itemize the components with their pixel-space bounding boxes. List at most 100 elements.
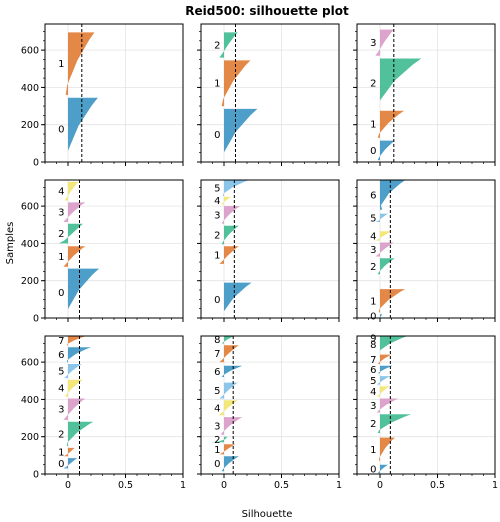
silhouette-cluster-3 [375,29,394,56]
silhouette-cluster-2 [380,58,422,108]
panel-k5: 0 1 2 3 4 0 200 400 600 [21,179,184,325]
silhouette-cluster-0 [68,268,100,317]
silhouette-cluster-6 [221,365,243,377]
cluster-label: 3 [370,38,376,49]
cluster-label: 2 [214,231,220,242]
cluster-label: 2 [58,429,64,440]
silhouette-cluster-0 [224,108,258,161]
panel-k7: 0 1 2 3 4 5 6 [353,179,496,322]
silhouettes [376,332,412,474]
panel-k6: 0 1 2 3 4 5 [197,179,340,322]
y-tick-label: 600 [21,46,39,57]
cluster-label: 1 [214,251,220,262]
silhouette-cluster-7 [377,354,392,364]
cluster-label: 7 [214,349,220,360]
silhouettes [219,32,258,161]
silhouette-cluster-2 [219,32,238,58]
panel-k4: 0 1 2 3 [353,23,496,166]
silhouette-cluster-2 [66,421,94,446]
cluster-label: 1 [370,445,376,456]
cluster-label: 7 [370,355,376,366]
cluster-label: 2 [214,435,220,446]
y-tick-label: 600 [21,202,39,213]
silhouette-cluster-1 [219,444,236,455]
y-tick-label: 400 [21,239,39,250]
y-tick-label: 200 [21,120,39,131]
silhouette-cluster-0 [378,314,383,318]
cluster-label: 2 [58,229,64,240]
y-tick-label: 0 [33,470,39,481]
silhouette-cluster-0 [63,458,78,469]
cluster-label: 2 [214,40,220,51]
cluster-label: 6 [370,365,376,376]
cluster-label: 5 [58,366,64,377]
silhouette-cluster-8 [380,336,408,353]
cluster-label: 2 [370,262,376,273]
silhouette-cluster-0 [221,456,239,472]
cluster-label: 5 [214,183,220,194]
x-tick-label: 0 [221,480,227,491]
cluster-label: 5 [370,213,376,224]
axes-frame [200,179,340,319]
x-tick-label: 0.5 [430,480,445,491]
cluster-label: 0 [58,288,64,299]
x-tick-label: 0.5 [274,480,289,491]
axes-frame [200,23,340,163]
silhouette-cluster-9 [378,332,383,335]
cluster-label: 1 [370,120,376,131]
silhouettes [63,336,94,469]
cluster-label: 3 [370,401,376,412]
silhouette-cluster-0 [224,282,252,317]
axes-frame [44,23,184,163]
cluster-label: 1 [370,296,376,307]
cluster-label: 0 [214,459,220,470]
silhouette-cluster-5 [222,180,250,196]
silhouette-cluster-0 [377,464,389,474]
silhouette-cluster-5 [376,376,391,385]
cluster-label: 7 [58,336,64,347]
silhouette-cluster-2 [377,258,395,275]
cluster-label: 1 [58,252,64,263]
silhouette-cluster-4 [220,196,231,205]
silhouette-cluster-1 [221,60,251,107]
cluster-label: 2 [370,419,376,430]
x-tick-label: 0.5 [118,480,133,491]
cluster-label: 5 [370,376,376,387]
silhouette-cluster-7 [66,336,87,346]
silhouette-cluster-2 [210,436,228,443]
silhouette-cluster-3 [63,202,86,222]
silhouette-cluster-6 [377,365,393,374]
cluster-label: 0 [58,459,64,470]
cluster-label: 3 [214,210,220,221]
silhouettes [210,336,243,472]
cluster-label: 6 [214,367,220,378]
cluster-label: 0 [214,295,220,306]
silhouettes [375,180,406,318]
axes-frame [44,179,184,319]
silhouette-cluster-7 [219,345,239,363]
x-tick-label: 0 [377,480,383,491]
silhouette-cluster-1 [219,246,239,264]
silhouette-cluster-5 [64,364,82,378]
cluster-label: 3 [370,245,376,256]
silhouette-cluster-1 [377,110,405,138]
silhouette-cluster-2 [221,225,239,245]
silhouette-cluster-4 [375,231,392,241]
cluster-label: 1 [58,59,64,70]
axes-frame [356,335,496,475]
silhouette-cluster-1 [378,437,395,461]
silhouette-cluster-3 [375,242,394,257]
y-tick-label: 200 [21,276,39,287]
cluster-label: 1 [214,445,220,456]
silhouette-cluster-6 [66,347,91,363]
silhouette-cluster-3 [221,206,241,224]
y-axis-label: Samples [5,222,16,265]
cluster-label: 1 [58,448,64,459]
x-tick-label: 1 [492,480,498,491]
silhouette-cluster-5 [375,213,389,222]
y-tick-label: 400 [21,395,39,406]
cluster-label: 9 [370,334,376,345]
